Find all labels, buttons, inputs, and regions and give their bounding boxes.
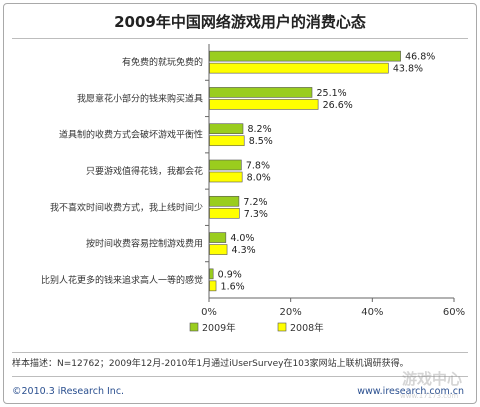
bar-series1	[209, 195, 240, 207]
data-label: 8.2%	[247, 124, 271, 135]
data-label: 7.2%	[243, 197, 267, 208]
data-label: 8.5%	[249, 136, 273, 147]
category-label: 只要游戏值得花钱，我都会花	[86, 165, 203, 177]
category-label: 比别人花更多的钱来追求高人一等的感觉	[41, 274, 203, 286]
bar-series1	[209, 50, 401, 62]
bar-series1	[209, 123, 244, 135]
chart-bars: 46.8%43.8% 25.1%26.6% 8.2%8.5% 7.8%8.0% 7.2%…	[209, 50, 435, 292]
chart-legend: 2009年 2008年	[189, 322, 324, 334]
sample-note: 样本描述：N=12762；2009年12月-2010年1月通过iUserSurv…	[12, 359, 409, 369]
data-label: 4.3%	[232, 245, 256, 256]
title-divider	[12, 38, 468, 39]
data-label: 43.8%	[393, 64, 423, 75]
legend-swatch	[277, 322, 287, 332]
bar-series1	[209, 159, 242, 171]
data-label: 25.1%	[316, 88, 346, 99]
bar-series1	[209, 232, 227, 243]
category-label: 我愿意花小部分的钱来购买道具	[77, 92, 203, 104]
watermark-logo: 游戏中心 www.17173.com	[400, 370, 462, 400]
chart-axes: 0% 20% 40% 60% 有免费的就玩免费的我愿意花小部分的钱来购买道具道具制的收费…	[41, 44, 465, 318]
bar-series2	[209, 207, 240, 219]
category-label: 道具制的收费方式会破坏游戏平衡性	[59, 129, 203, 141]
category-label: 有免费的就玩免费的	[122, 56, 203, 68]
bar-series2	[209, 62, 389, 74]
x-tick-label: 40%	[361, 307, 383, 318]
data-label: 1.6%	[221, 281, 245, 292]
category-label: 按时间收费容易控制游戏费用	[86, 238, 203, 250]
data-label: 4.0%	[230, 233, 254, 244]
data-label: 7.3%	[244, 209, 268, 220]
bar-series2	[209, 280, 217, 292]
bar-series2	[209, 135, 245, 147]
bar-series2	[209, 244, 228, 255]
x-tick-label: 0%	[201, 307, 217, 318]
legend-label: 2008年	[290, 322, 324, 334]
bar-series2	[209, 171, 243, 183]
bar-series2	[209, 99, 319, 110]
watermark-text: 游戏中心	[402, 370, 462, 388]
sample-divider	[12, 352, 468, 353]
legend-label: 2009年	[202, 322, 236, 334]
x-tick-label: 20%	[280, 307, 302, 318]
data-label: 8.0%	[247, 173, 271, 184]
data-label: 26.6%	[323, 100, 353, 111]
bar-series1	[209, 268, 214, 280]
watermark-sub: www.17173.com	[400, 392, 458, 400]
data-label: 7.8%	[246, 161, 270, 172]
legend-swatch	[189, 322, 199, 332]
bar-chart: 0% 20% 40% 60% 有免费的就玩免费的我愿意花小部分的钱来购买道具道具制的收费…	[41, 44, 465, 334]
category-label: 我不喜欢时间收费方式，我上线时间少	[50, 201, 203, 213]
footer-divider	[12, 376, 468, 377]
copyright-text: ©2010.3 iResearch Inc.	[12, 386, 125, 397]
bar-series1	[209, 87, 313, 98]
chart-frame: 2009年中国网络游戏用户的消费心态 0% 20% 40% 60% 有免费的就玩免费的我…	[3, 3, 477, 404]
data-label: 46.8%	[405, 52, 435, 63]
x-tick-label: 60%	[443, 307, 465, 318]
website-link[interactable]: www.iresearch.com.cn	[357, 386, 464, 397]
data-label: 0.9%	[218, 269, 242, 280]
chart-title: 2009年中国网络游戏用户的消费心态	[114, 13, 366, 31]
